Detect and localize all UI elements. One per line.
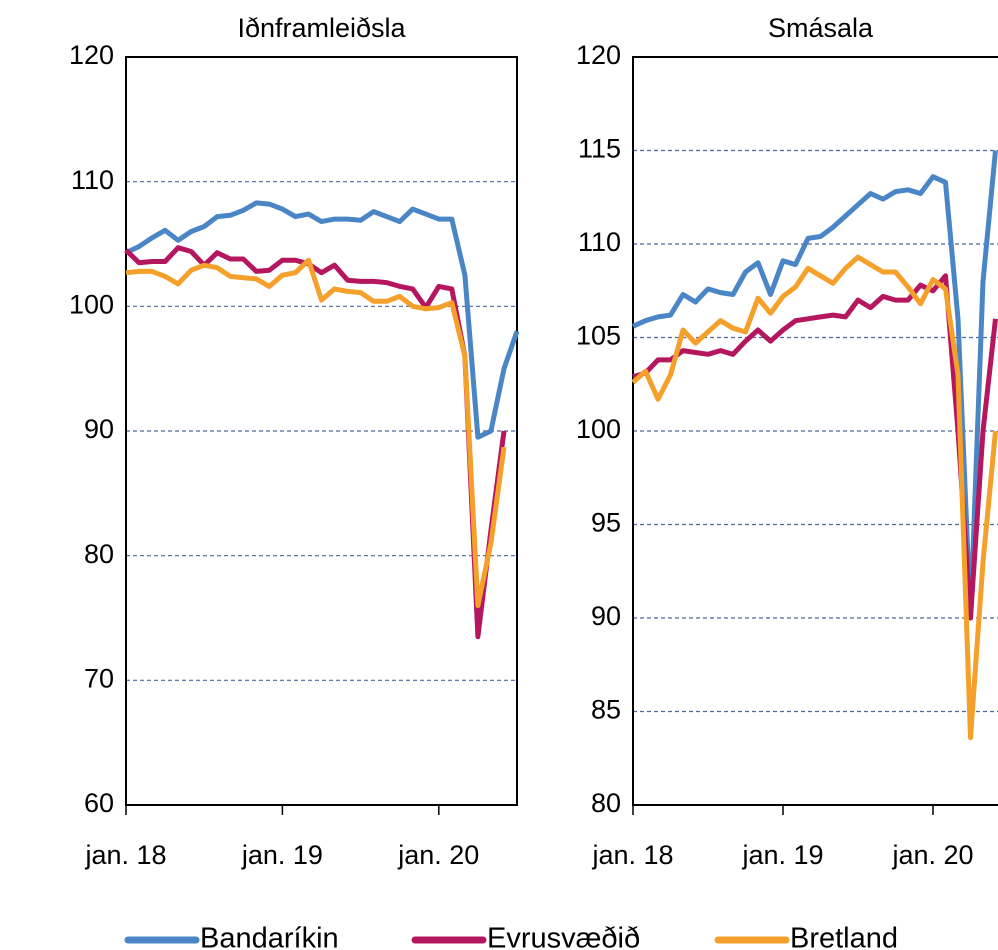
plot-frame	[632, 56, 998, 806]
y-tick-label: 100	[576, 414, 621, 444]
series-line	[631, 150, 998, 621]
series-line	[124, 200, 520, 440]
plot-frame	[125, 56, 518, 806]
y-tick-label: 90	[84, 414, 114, 444]
series-line	[632, 273, 998, 621]
series-line	[125, 257, 507, 608]
y-tick-label: 60	[84, 788, 114, 818]
y-tick-label: 95	[591, 508, 621, 538]
y-tick-label: 85	[591, 695, 621, 725]
y-tick-label: 80	[591, 788, 621, 818]
y-tick-label: 115	[578, 134, 621, 164]
x-tick-label: jan. 20	[891, 840, 973, 870]
legend-label: Bretland	[790, 923, 898, 950]
x-tick-label: jan. 19	[741, 840, 823, 870]
y-tick-label: 80	[84, 539, 114, 569]
x-tick-label: jan. 19	[241, 840, 323, 870]
y-tick-label: 120	[69, 40, 114, 70]
chart-title: Iðnframleiðsla	[237, 13, 406, 43]
x-tick-label: jan. 18	[591, 840, 673, 870]
series-line	[631, 254, 998, 741]
y-tick-label: 100	[69, 289, 114, 319]
legend-label: Evrusvæðið	[487, 923, 640, 950]
x-tick-label: jan. 18	[84, 840, 166, 870]
series-line	[124, 245, 507, 640]
y-tick-label: 105	[576, 321, 621, 351]
chart-title: Smásala	[768, 13, 874, 43]
legend-label: Bandaríkin	[200, 923, 339, 950]
y-tick-label: 70	[84, 663, 114, 693]
y-tick-label: 90	[591, 601, 621, 631]
x-tick-label: jan. 20	[397, 840, 479, 870]
y-tick-label: 120	[576, 40, 621, 70]
y-tick-label: 110	[71, 165, 114, 195]
y-tick-label: 110	[578, 227, 621, 257]
